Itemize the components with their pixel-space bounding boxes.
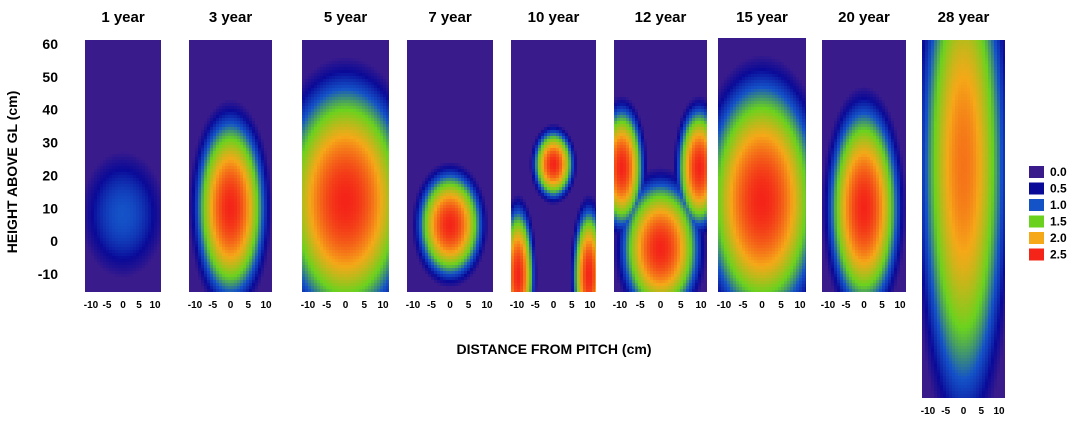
legend-swatch xyxy=(1029,182,1044,195)
legend-label: 2.0 xyxy=(1050,231,1067,245)
x-tick-label: 0 xyxy=(343,300,349,311)
x-tick-label: -10 xyxy=(84,300,99,311)
legend-label: 1.5 xyxy=(1050,215,1067,229)
panel-2: 3 year -10 -5 0 5 10 xyxy=(188,9,272,311)
x-tick-label: -5 xyxy=(322,300,331,311)
y-tick-label: -10 xyxy=(38,266,58,282)
x-tick-label: 5 xyxy=(778,300,784,311)
legend-swatch xyxy=(1029,166,1044,178)
heatmap-cells xyxy=(922,40,1005,398)
x-tick-label: 10 xyxy=(149,300,161,311)
heatmap-cells xyxy=(302,40,389,292)
panel-8: 20 year -10 -5 0 5 10 xyxy=(821,9,906,311)
x-tick-label: 5 xyxy=(978,406,984,417)
y-tick-label: 20 xyxy=(42,167,58,183)
x-tick-label: -5 xyxy=(842,300,851,311)
legend-swatch xyxy=(1029,248,1044,261)
heatmap-cells xyxy=(718,38,806,292)
x-tick-label: -10 xyxy=(613,300,628,311)
y-tick-label: 60 xyxy=(42,36,58,52)
x-tick-label: 10 xyxy=(794,300,806,311)
x-tick-label: -10 xyxy=(301,300,316,311)
panels-group: 1 year-10 -5 0 5 103 year-10 -5 0 5 105 year-10-… xyxy=(84,9,1005,417)
panel-title: 15 year xyxy=(736,9,788,26)
x-tick-label: 10 xyxy=(377,300,389,311)
legend-label: 1.0 xyxy=(1050,198,1067,212)
x-tick-label: 5 xyxy=(879,300,885,311)
x-tick-label: -10 xyxy=(510,300,525,311)
x-tick-label: 10 xyxy=(481,300,493,311)
panel-3: 5 year -10 -5 0 5 10 xyxy=(301,9,389,311)
x-tick-label: -5 xyxy=(208,300,217,311)
legend-label: 2.5 xyxy=(1050,248,1067,262)
x-axis-label: DISTANCE FROM PITCH (cm) xyxy=(457,341,652,357)
x-tick-label: 5 xyxy=(361,300,367,311)
y-tick-label: 50 xyxy=(42,69,58,85)
x-tick-label: -5 xyxy=(739,300,748,311)
x-tick-label: 10 xyxy=(584,300,596,311)
legend-label: 0.0 xyxy=(1050,165,1067,179)
x-tick-label: 0 xyxy=(658,300,664,311)
legend-swatch xyxy=(1029,199,1044,211)
panel-title: 3 year xyxy=(209,9,253,26)
x-tick-label: -10 xyxy=(921,406,936,417)
panel-title: 20 year xyxy=(838,9,890,26)
x-tick-label: 0 xyxy=(861,300,867,311)
y-tick-label: 40 xyxy=(42,102,58,118)
panel-5: 10 year -10 -5 0 5 10 xyxy=(510,9,596,311)
x-tick-label: 0 xyxy=(551,300,557,311)
x-tick-label: -5 xyxy=(531,300,540,311)
x-tick-label: 10 xyxy=(993,406,1005,417)
panel-title: 7 year xyxy=(428,9,472,26)
x-tick-label: 0 xyxy=(120,300,126,311)
y-tick-label: 30 xyxy=(42,135,58,151)
panel-title: 1 year xyxy=(101,9,145,26)
y-axis-label: HEIGHT ABOVE GL (cm) xyxy=(4,91,20,254)
panel-4: 7 year -10 -5 0 5 10 xyxy=(406,9,493,311)
panel-1: 1 year -10 -5 0 5 10 xyxy=(84,9,161,311)
x-tick-label: 0 xyxy=(447,300,453,311)
heatmap-cells xyxy=(511,40,596,292)
x-tick-label: 10 xyxy=(894,300,906,311)
legend-label: 0.5 xyxy=(1050,182,1067,196)
y-tick-label: 0 xyxy=(50,233,58,249)
panel-title: 10 year xyxy=(528,9,580,26)
heatmap-cells xyxy=(407,40,493,292)
panel-9: 28 year -10 -5 0 5 10 xyxy=(921,9,1005,417)
x-tick-label: -5 xyxy=(103,300,112,311)
x-tick-label: 5 xyxy=(678,300,684,311)
x-tick-label: 0 xyxy=(961,406,967,417)
x-tick-label: -10 xyxy=(406,300,421,311)
panel-title: 28 year xyxy=(938,9,990,26)
x-tick-label: 10 xyxy=(695,300,707,311)
panel-title: 5 year xyxy=(324,9,368,26)
x-tick-label: 5 xyxy=(245,300,251,311)
heatmap-cells xyxy=(614,40,707,292)
heatmap-cells xyxy=(822,40,906,292)
panel-7: 15 year -10 -5 0 5 10 xyxy=(717,9,806,311)
x-tick-label: -5 xyxy=(941,406,950,417)
panel-title: 12 year xyxy=(635,9,687,26)
x-tick-label: -10 xyxy=(188,300,203,311)
x-tick-label: -10 xyxy=(717,300,732,311)
x-tick-label: 5 xyxy=(569,300,575,311)
heatmap-cells xyxy=(85,40,161,292)
x-tick-label: -10 xyxy=(821,300,836,311)
panel-6: 12 year -10 -5 0 5 10 xyxy=(613,9,707,311)
legend-swatch xyxy=(1029,232,1044,244)
heatmap-cells xyxy=(189,40,272,292)
y-axis: 60 50 40 30 20 10 0 -10 xyxy=(38,36,58,282)
x-tick-label: 5 xyxy=(466,300,472,311)
x-tick-label: -5 xyxy=(636,300,645,311)
x-tick-label: 0 xyxy=(759,300,765,311)
x-tick-label: 5 xyxy=(136,300,142,311)
x-tick-label: -5 xyxy=(427,300,436,311)
x-tick-label: 10 xyxy=(260,300,272,311)
legend-swatch xyxy=(1029,215,1044,228)
y-tick-label: 10 xyxy=(42,200,58,216)
legend: 0.0 0.5 1.0 1.5 2.0 2.5 xyxy=(1029,165,1067,262)
x-tick-label: 0 xyxy=(228,300,234,311)
